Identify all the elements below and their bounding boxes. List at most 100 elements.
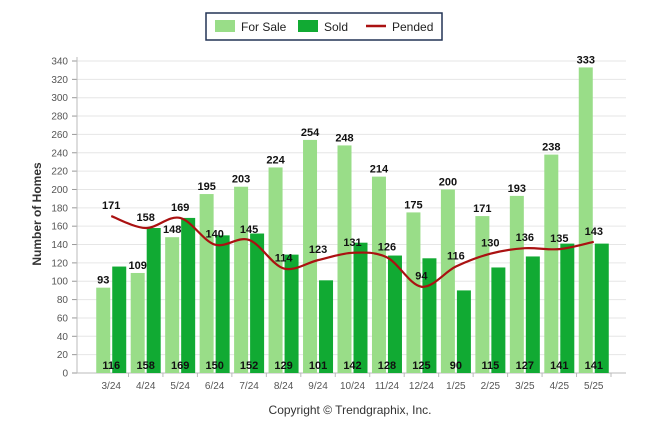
data-label-pended: 131 xyxy=(343,237,361,249)
data-label-sold: 116 xyxy=(102,360,120,372)
data-label-sold: 125 xyxy=(412,360,430,372)
data-label-for-sale: 254 xyxy=(301,127,320,139)
data-label-sold: 129 xyxy=(274,360,292,372)
bar-for-sale xyxy=(303,139,318,373)
legend-label-for-sale: For Sale xyxy=(241,20,287,34)
bar-for-sale xyxy=(371,176,386,373)
bar-for-sale xyxy=(509,195,524,373)
data-label-pended: 171 xyxy=(102,200,120,212)
x-tick-label: 3/25 xyxy=(515,381,535,392)
bar-sold xyxy=(319,280,334,373)
data-label-sold: 115 xyxy=(481,360,499,372)
data-label-sold: 128 xyxy=(378,360,396,372)
data-label-pended: 169 xyxy=(171,202,189,214)
legend-box xyxy=(205,12,443,41)
data-label-for-sale: 333 xyxy=(577,54,595,66)
x-tick-label: 2/25 xyxy=(481,381,501,392)
y-axis-title: Number of Homes xyxy=(30,162,44,266)
x-tick-label: 7/24 xyxy=(239,381,259,392)
copyright-credit: Copyright © Trendgraphix, Inc. xyxy=(269,403,432,417)
pended-line-path xyxy=(110,215,595,288)
x-tick-label: 6/24 xyxy=(205,381,225,392)
bar-sold xyxy=(215,235,230,373)
data-label-for-sale: 200 xyxy=(439,176,457,188)
bar-for-sale xyxy=(96,287,111,373)
bar-sold xyxy=(387,255,402,373)
legend-label-pended: Pended xyxy=(392,20,433,34)
data-label-for-sale: 224 xyxy=(266,154,285,166)
data-label-for-sale: 214 xyxy=(370,164,389,176)
bar-for-sale xyxy=(165,237,180,373)
bar-sold xyxy=(250,233,265,373)
y-tick-label: 40 xyxy=(57,332,69,343)
x-tick-label: 1/25 xyxy=(446,381,466,392)
data-label-for-sale: 171 xyxy=(473,203,491,215)
bar-sold xyxy=(594,243,609,373)
x-tick-label: 8/24 xyxy=(274,381,294,392)
data-label-pended: 94 xyxy=(415,271,428,283)
data-label-pended: 136 xyxy=(516,232,534,244)
y-tick-label: 300 xyxy=(51,93,68,104)
data-label-sold: 158 xyxy=(137,360,155,372)
data-label-for-sale: 238 xyxy=(542,142,560,154)
data-label-pended: 116 xyxy=(447,251,465,263)
data-label-pended: 140 xyxy=(205,229,223,241)
data-label-pended: 158 xyxy=(137,212,155,224)
y-tick-label: 200 xyxy=(51,185,68,196)
y-tick-label: 260 xyxy=(51,130,68,141)
bar-sold xyxy=(284,254,299,373)
data-label-sold: 90 xyxy=(450,360,462,372)
data-label-for-sale: 148 xyxy=(163,224,181,236)
data-label-for-sale: 175 xyxy=(404,199,422,211)
data-label-pended: 143 xyxy=(585,226,603,238)
bar-for-sale xyxy=(199,194,214,373)
bar-for-sale xyxy=(268,167,283,373)
bar-sold xyxy=(112,266,127,373)
legend-label-sold: Sold xyxy=(324,20,348,34)
bar-for-sale xyxy=(578,67,593,374)
data-labels: 93 116 109 158 148 169 195 150 203 152 224 129 254 10… xyxy=(97,54,603,372)
bars xyxy=(96,67,609,374)
bar-sold xyxy=(491,267,506,373)
data-label-sold: 150 xyxy=(205,360,223,372)
data-label-sold: 101 xyxy=(309,360,327,372)
x-tick-label: 5/25 xyxy=(584,381,604,392)
data-label-pended: 130 xyxy=(481,238,499,250)
bar-sold xyxy=(456,290,471,373)
y-tick-label: 180 xyxy=(51,203,68,214)
data-label-sold: 141 xyxy=(585,360,603,372)
data-label-sold: 141 xyxy=(550,360,568,372)
pended-line xyxy=(110,215,595,288)
x-tick-label: 4/25 xyxy=(550,381,570,392)
bar-for-sale xyxy=(234,186,249,373)
x-tick-label: 3/24 xyxy=(101,381,121,392)
legend: For Sale Sold Pended xyxy=(205,12,443,41)
bar-sold xyxy=(181,217,196,373)
x-axis: 3/24 4/24 5/24 6/24 7/24 8/24 9/24 10/24 11/24 12… xyxy=(101,373,612,392)
y-tick-label: 0 xyxy=(62,369,68,380)
data-label-for-sale: 109 xyxy=(129,260,147,272)
y-tick-label: 120 xyxy=(51,258,68,269)
x-tick-label: 9/24 xyxy=(308,381,328,392)
bar-for-sale xyxy=(544,154,559,373)
y-tick-label: 100 xyxy=(51,277,68,288)
y-tick-label: 80 xyxy=(57,295,69,306)
y-tick-label: 140 xyxy=(51,240,68,251)
data-label-for-sale: 93 xyxy=(97,275,109,287)
y-tick-label: 320 xyxy=(51,75,68,86)
data-label-for-sale: 195 xyxy=(197,181,215,193)
data-label-sold: 142 xyxy=(343,360,361,372)
legend-swatch-sold xyxy=(298,20,318,32)
y-tick-label: 280 xyxy=(51,112,68,123)
data-label-pended: 123 xyxy=(309,244,327,256)
x-tick-label: 5/24 xyxy=(170,381,190,392)
bar-for-sale xyxy=(130,272,145,373)
bar-for-sale xyxy=(406,212,421,373)
y-tick-label: 60 xyxy=(57,313,69,324)
data-label-pended: 126 xyxy=(378,241,396,253)
data-label-for-sale: 248 xyxy=(335,132,353,144)
data-label-pended: 135 xyxy=(550,233,568,245)
y-tick-label: 240 xyxy=(51,148,68,159)
